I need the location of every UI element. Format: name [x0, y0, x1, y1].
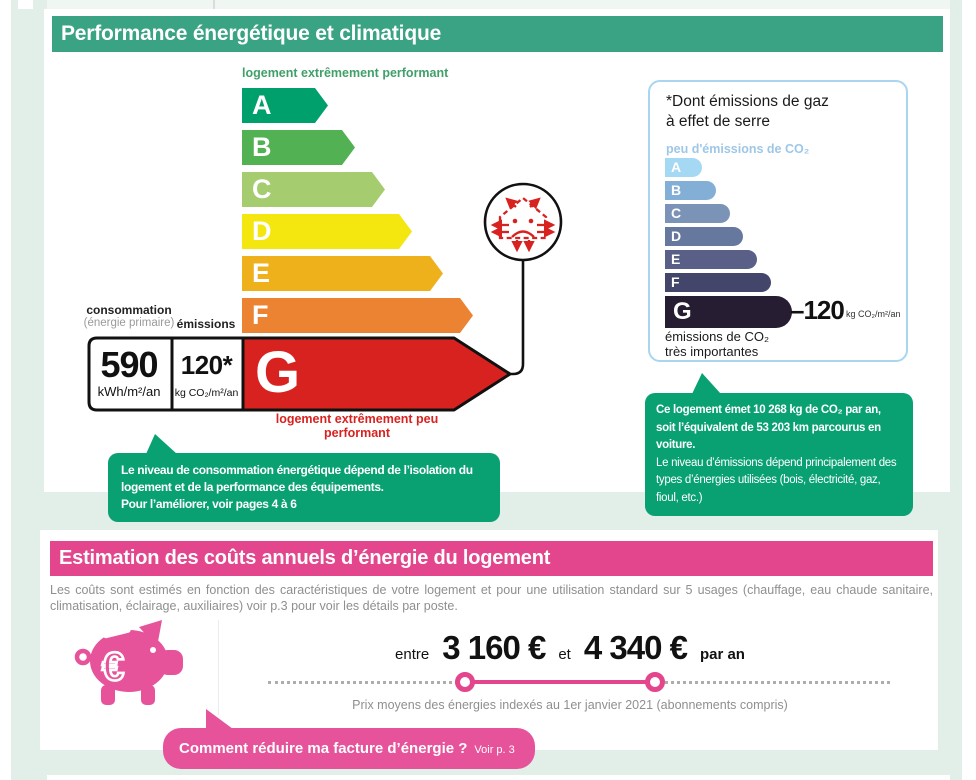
co2-class-letter-e: E: [671, 251, 681, 267]
cost-divider: [218, 620, 219, 715]
co2-class-bar-a: A: [665, 158, 702, 177]
co2-class-letter-d: D: [671, 228, 682, 244]
current-class-arrow-graphic: [87, 336, 512, 412]
co2-class-bar-b: B: [665, 181, 716, 200]
cost-min-value: 3 160 €: [442, 629, 546, 666]
co2-class-letter-f: F: [671, 274, 680, 290]
energy-class-letter-b: B: [252, 132, 272, 162]
previous-card-tab: [18, 0, 33, 9]
scale-bottom-label: logement extrêmement peu performant: [275, 412, 439, 440]
cost-range: entre 3 160 € et 4 340 € par an: [250, 629, 890, 667]
next-card-top: [47, 775, 950, 780]
sad-house-icon: [483, 182, 563, 376]
consumption-label: consommation: [86, 303, 172, 317]
scale-top-label: logement extrêmement performant: [242, 66, 449, 80]
co2-value-unit: kg CO₂/m²/an: [846, 309, 901, 319]
previous-section-divider: [213, 0, 215, 9]
co2-class-letter-g: G: [673, 298, 692, 325]
energy-class-arrow-f: F: [242, 298, 473, 333]
emissions-value: 120*: [180, 350, 233, 380]
energy-class-arrow-a: A: [242, 88, 328, 123]
cost-slider-range-fill: [465, 680, 655, 684]
cost-range-suffix: par an: [699, 646, 745, 663]
consumption-unit: kWh/m²/an: [97, 384, 161, 399]
cost-section-header: Estimation des coûts annuels d’énergie d…: [50, 541, 933, 576]
co2-class-bar-g: G: [665, 296, 792, 328]
energy-class-letter-c: C: [252, 174, 272, 204]
co2-panel: *Dont émissions de gaz à effet de serre …: [648, 80, 908, 362]
cost-section-title: Estimation des coûts annuels d’énergie d…: [59, 547, 551, 569]
energy-class-arrow-e: E: [242, 256, 443, 291]
co2-footer-label: émissions de CO₂ très importantes: [665, 329, 770, 359]
co2-class-bar-e: E: [665, 250, 757, 269]
cost-slider-handle-max[interactable]: [645, 672, 665, 692]
co2-panel-title: *Dont émissions de gaz à effet de serre: [666, 93, 829, 130]
energy-class-arrow-c: C: [242, 172, 385, 207]
co2-tooltip-bold-text: Ce logement émet 10 268 kg de CO₂ par an…: [656, 404, 881, 451]
emissions-unit: kg CO₂/m²/an: [174, 387, 239, 399]
previous-card-bottom: [47, 0, 950, 9]
energy-class-letter-a: A: [252, 90, 272, 120]
cost-conjunction: et: [558, 646, 571, 663]
co2-class-bar-c: C: [665, 204, 730, 223]
cost-bubble[interactable]: Comment réduire ma facture d’énergie ? V…: [163, 728, 535, 769]
cost-description: Les coûts sont estimés en fonction des c…: [50, 583, 933, 613]
energy-section-title: Performance énergétique et climatique: [61, 22, 442, 45]
co2-class-letter-c: C: [671, 205, 682, 221]
co2-scale-caption: peu d'émissions de CO₂: [666, 142, 810, 156]
piggy-bank-icon: €: [74, 620, 183, 705]
co2-tooltip: Ce logement émet 10 268 kg de CO₂ par an…: [645, 393, 913, 516]
cost-max-value: 4 340 €: [583, 629, 688, 666]
cost-bubble-question: Comment réduire ma facture d’énergie ?: [179, 740, 468, 757]
energy-class-letter-d: D: [252, 216, 272, 246]
co2-class-bar-f: F: [665, 273, 771, 292]
cost-bubble-pointer: [206, 709, 233, 729]
co2-tooltip-pointer: [692, 373, 721, 394]
cost-slider-handle-min[interactable]: [455, 672, 475, 692]
energy-section-header: Performance énergétique et climatique: [52, 16, 943, 52]
co2-class-letter-a: A: [671, 159, 682, 175]
emissions-label: émissions: [176, 317, 236, 331]
energy-tooltip-text: Le niveau de consommation énergétique dé…: [121, 463, 473, 511]
energy-class-letter-e: E: [252, 258, 271, 288]
price-index-caption: Prix moyens des énergies indexés au 1er …: [352, 698, 788, 712]
energy-class-arrow-d: D: [242, 214, 412, 249]
energy-tooltip: Le niveau de consommation énergétique dé…: [108, 453, 500, 522]
consumption-sublabel: (énergie primaire): [83, 317, 175, 329]
cost-range-prefix: entre: [395, 646, 430, 663]
energy-tooltip-pointer: [146, 434, 177, 454]
co2-class-letter-b: B: [671, 182, 682, 198]
energy-class-arrow-b: B: [242, 130, 355, 165]
co2-value: –120: [790, 295, 845, 325]
cost-bubble-link[interactable]: Voir p. 3: [474, 744, 515, 756]
current-class-letter: G: [255, 340, 301, 405]
svg-text:€: €: [102, 645, 124, 689]
co2-tooltip-text: Le niveau d’émissions dépend principalem…: [656, 456, 897, 504]
co2-class-bar-d: D: [665, 227, 743, 246]
energy-class-letter-f: F: [252, 300, 269, 330]
consumption-value: 590: [100, 344, 158, 385]
